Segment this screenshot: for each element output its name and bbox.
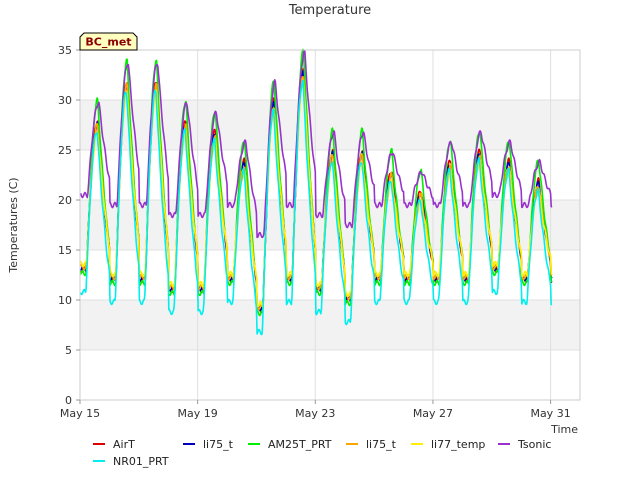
site-badge: BC_met [79,32,138,51]
chart-title: Temperature [288,3,371,18]
y-tick-label: 5 [65,344,72,357]
x-axis: May 15 May 19 May 23 May 27 May 31 [60,400,571,420]
y-tick-label: 25 [58,144,72,157]
legend-label: AirT [113,438,135,451]
y-axis: 0 5 10 15 20 25 30 35 [58,44,80,407]
x-tick-label: May 15 [60,407,100,420]
x-tick-label: May 23 [295,407,335,420]
series-line-tsonic [79,49,553,239]
legend: AirT li75_t AM25T_PRT li75_t li77_temp Tsonic… [93,438,551,468]
x-axis-label: Time [550,423,578,436]
background-band [80,300,580,350]
plot-frame [79,49,581,401]
plot-background [80,50,580,400]
series-line-nr01-prt [79,79,553,336]
y-tick-label: 0 [65,394,72,407]
series-layer [79,48,553,336]
y-tick-label: 15 [58,244,72,257]
y-tick-label: 35 [58,44,72,57]
legend-label: AM25T_PRT [268,438,332,451]
background-band [80,200,580,250]
badge-shape [79,32,138,51]
x-tick-label: May 27 [413,407,453,420]
x-tick-label: May 19 [178,407,218,420]
y-axis-label: Temperatures (C) [7,177,20,273]
y-tick-label: 20 [58,194,72,207]
legend-label: li77_temp [431,438,485,451]
legend-label: Tsonic [517,438,551,451]
badge-label: BC_met [85,36,131,49]
x-tick-label: May 31 [530,407,570,420]
legend-label: li75_t [203,438,234,451]
y-tick-label: 10 [58,294,72,307]
legend-label: NR01_PRT [113,455,169,468]
legend-label: li75_t [366,438,397,451]
y-tick-label: 30 [58,94,72,107]
